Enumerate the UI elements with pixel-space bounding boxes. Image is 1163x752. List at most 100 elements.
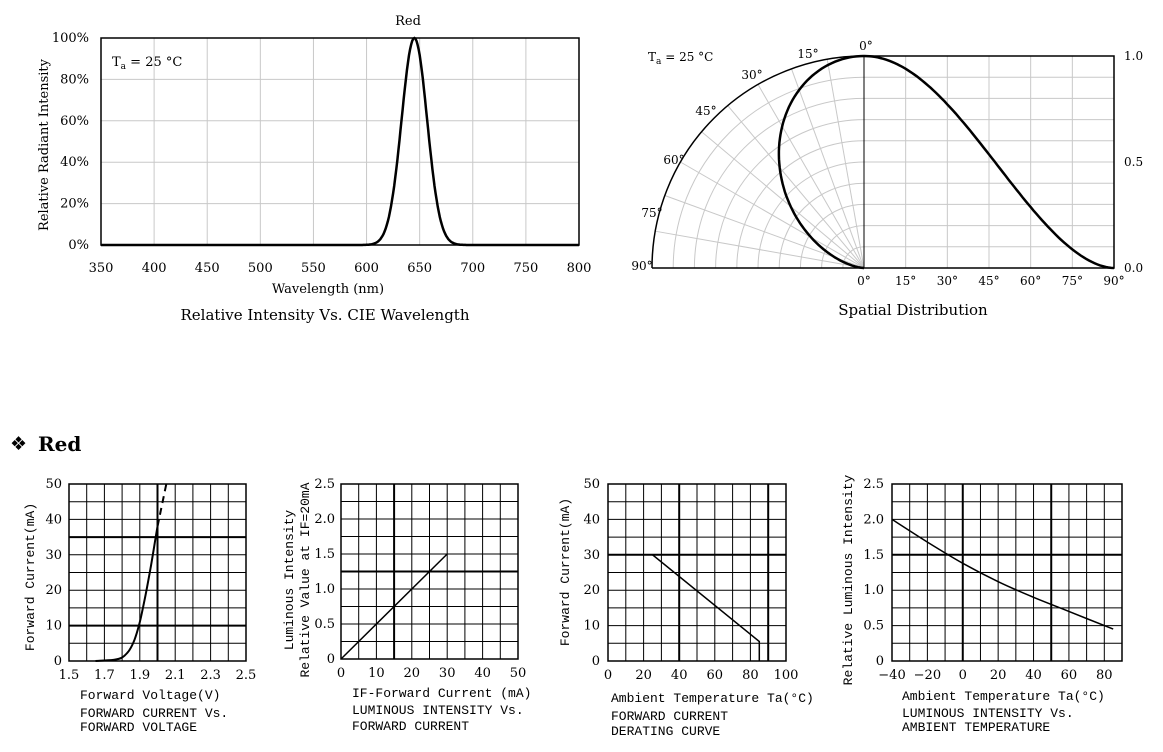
iv-y-tick-label: 40 <box>45 512 62 527</box>
spatial-polar-arc <box>693 97 865 269</box>
lt-y-tick-label: 1.0 <box>863 583 884 598</box>
iv-x-axis-label: Forward Voltage(V) <box>80 688 220 703</box>
spectrum-caption: Relative Intensity Vs. CIE Wavelength <box>181 306 470 324</box>
dr-x-tick-label: 40 <box>671 668 688 683</box>
spatial-polar-arc <box>842 246 865 269</box>
spatial-polar-arc <box>757 161 865 269</box>
spatial-distribution-chart: 0° 15° 30° 45° 60° 75° 90° 0° 15° 30° 45° 60° 75° 90… <box>631 39 1143 319</box>
iv-x-tick-label: 1.5 <box>59 668 80 683</box>
spatial-x-tick-label: 0° <box>857 274 871 288</box>
spatial-y-tick-label: 1.0 <box>1124 49 1143 63</box>
dr-x-tick-label: 60 <box>707 668 724 683</box>
spatial-polar-arc <box>672 76 865 269</box>
spatial-polar-radial <box>680 161 865 269</box>
spectrum-x-tick-label: 350 <box>89 261 114 276</box>
spatial-angle-label: 75° <box>641 206 662 220</box>
spectrum-y-tick-label: 40% <box>60 155 89 170</box>
lumtemp-caption-line2: AMBIENT TEMPERATURE <box>902 720 1050 735</box>
spatial-x-tick-label: 75° <box>1062 274 1083 288</box>
lc-x-tick-label: 40 <box>474 666 491 681</box>
spatial-caption: Spatial Distribution <box>838 301 988 319</box>
derating-caption-line1: FORWARD CURRENT <box>611 709 728 724</box>
dr-plot-frame <box>607 483 787 662</box>
lc-plot-frame <box>340 483 519 660</box>
spectrum-chart: 350 400 450 500 550 600 650 700 750 800 0% 20% 40% 6… <box>37 14 591 324</box>
dr-y-tick-label: 20 <box>583 583 600 598</box>
iv-y-tick-label: 30 <box>45 548 62 563</box>
spatial-polar-arc <box>799 203 865 269</box>
luminous-vs-temperature-chart: −40 −20 0 20 40 60 80 0 0.5 1.0 1.5 2.0 2.5 Relativ… <box>841 474 1123 735</box>
diamond-bullet-icon: ❖ <box>10 433 27 455</box>
spatial-polar-radial <box>757 84 865 269</box>
spatial-polar-arc <box>715 119 865 269</box>
spatial-x-tick-label: 90° <box>1103 274 1124 288</box>
derating-x-axis-label: Ambient Temperature Ta(°C) <box>611 691 814 706</box>
lt-y-tick-label: 1.5 <box>863 548 884 563</box>
spatial-polar-radial <box>826 59 865 269</box>
iv-x-tick-label: 1.9 <box>129 668 150 683</box>
dr-x-tick-label: 100 <box>774 668 799 683</box>
lt-x-tick-label: −40 <box>878 668 905 683</box>
iv-y-axis-label: Forward Current(mA) <box>23 503 38 651</box>
iv-x-tick-label: 2.5 <box>236 668 257 683</box>
iv-y-tick-label: 0 <box>54 654 62 669</box>
lc-x-tick-label: 10 <box>368 666 385 681</box>
lumcurrent-caption-line2: FORWARD CURRENT <box>352 719 469 734</box>
spatial-angle-label: 15° <box>797 47 818 61</box>
spatial-polar-arc <box>778 182 865 269</box>
lt-x-tick-label: −20 <box>914 668 941 683</box>
spectrum-x-tick-label: 400 <box>142 261 167 276</box>
dr-x-tick-label: 80 <box>742 668 759 683</box>
iv-y-tick-label: 50 <box>45 477 62 492</box>
dr-y-tick-label: 50 <box>583 477 600 492</box>
spatial-polar-radial <box>701 131 865 269</box>
lt-x-tick-label: 20 <box>990 668 1007 683</box>
iv-plot-frame <box>68 483 247 662</box>
dr-x-tick-label: 20 <box>635 668 652 683</box>
dr-y-tick-label: 40 <box>583 512 600 527</box>
dr-y-tick-label: 30 <box>583 548 600 563</box>
lc-x-tick-label: 30 <box>439 666 456 681</box>
lumcurrent-x-axis-label: IF-Forward Current (mA) <box>352 686 531 701</box>
lt-y-tick-label: 2.5 <box>863 477 884 492</box>
spectrum-series-label: Red <box>395 14 421 29</box>
lc-x-tick-label: 50 <box>510 666 527 681</box>
iv-curve-dashed-extension <box>156 483 168 527</box>
spectrum-x-tick-label: 650 <box>407 261 432 276</box>
lt-y-tick-label: 0.5 <box>863 619 884 634</box>
derating-y-axis-label: Forward Current(mA) <box>558 498 573 646</box>
lc-x-tick-label: 20 <box>404 666 421 681</box>
spectrum-y-tick-label: 60% <box>60 114 89 129</box>
derating-line <box>608 554 761 661</box>
spatial-angle-label: 90° <box>631 259 652 273</box>
spectrum-temperature-annotation: Ta = 25 °C <box>112 55 182 72</box>
lc-y-tick-label: 1.5 <box>314 547 335 562</box>
iv-y-tick-label: 10 <box>45 619 62 634</box>
spatial-polar-radial <box>727 105 865 269</box>
spectrum-curve <box>101 36 579 247</box>
lt-x-tick-label: 60 <box>1061 668 1078 683</box>
spectrum-y-tick-label: 100% <box>52 31 89 46</box>
lc-y-tick-label: 2.5 <box>314 477 335 492</box>
section-header: ❖ Red <box>10 432 81 456</box>
spatial-angle-label: 30° <box>741 68 762 82</box>
iv-curve-chart: 1.5 1.7 1.9 2.1 2.3 2.5 0 10 20 30 40 50 Forward C… <box>23 477 256 735</box>
section-title: Red <box>38 432 81 456</box>
spectrum-x-tick-label: 500 <box>248 261 273 276</box>
iv-caption-line2: FORWARD VOLTAGE <box>80 720 197 735</box>
spatial-polar-arc <box>736 140 865 269</box>
spatial-x-tick-label: 15° <box>895 274 916 288</box>
spatial-grid <box>651 55 1115 269</box>
spatial-polar-curve <box>777 54 865 270</box>
spectrum-grid <box>101 38 579 245</box>
lc-y-tick-label: 1.0 <box>314 582 335 597</box>
iv-x-tick-label: 1.7 <box>94 668 115 683</box>
spatial-angle-label: 60° <box>663 153 684 167</box>
spatial-curves <box>777 54 1115 270</box>
spatial-frame <box>651 55 1115 269</box>
spectrum-x-axis-label: Wavelength (nm) <box>272 282 384 297</box>
spectrum-y-axis-label: Relative Radiant Intensity <box>37 58 52 231</box>
spatial-polar-radial <box>791 68 865 269</box>
lc-y-tick-label: 2.0 <box>314 512 335 527</box>
